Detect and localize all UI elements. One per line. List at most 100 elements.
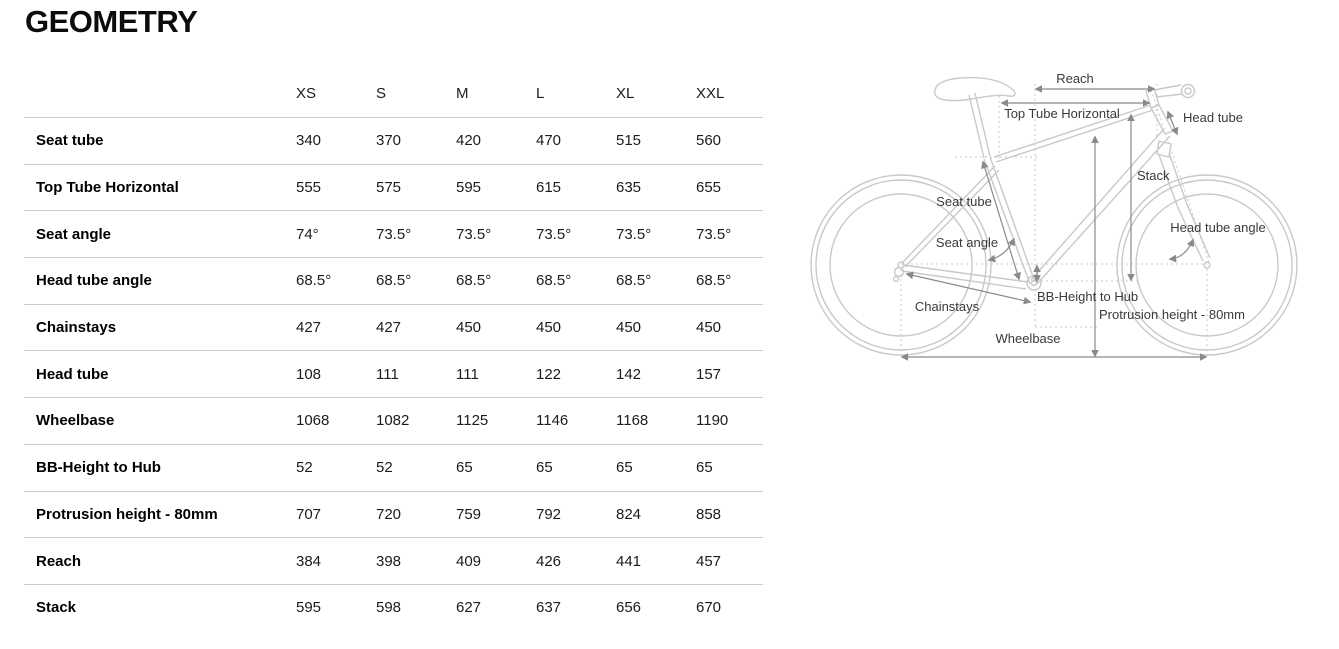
table-row: Chainstays 427 427 450 450 450 450 — [24, 303, 763, 351]
spec-value: 595 — [456, 179, 482, 197]
spec-value: 670 — [696, 599, 722, 617]
table-row: Wheelbase 1068 1082 1125 1146 1168 1190 — [24, 397, 763, 444]
table-header-row: XS S M L XL XXL — [24, 70, 763, 117]
spec-label: Chainstays — [36, 319, 117, 337]
spec-label: Seat angle — [36, 225, 112, 243]
head-tube-arrow — [1166, 110, 1179, 136]
spec-value: 450 — [536, 319, 562, 337]
label-wheelbase: Wheelbase — [995, 331, 1060, 346]
table-row: Stack 595 598 627 637 656 670 — [24, 583, 763, 631]
spec-value: 427 — [296, 319, 322, 337]
spec-value: 68.5° — [456, 272, 492, 290]
table-row: Seat tube 340 370 420 470 515 560 — [24, 117, 763, 164]
spec-value: 560 — [696, 132, 722, 150]
label-head-tube-angle: Head tube angle — [1170, 220, 1265, 235]
fork — [1158, 154, 1204, 262]
label-head-tube: Head tube — [1183, 110, 1243, 125]
spec-value: 1082 — [376, 412, 410, 430]
spec-value: 426 — [536, 552, 562, 570]
table-row: Head tube angle 68.5° 68.5° 68.5° 68.5° 68.5°… — [24, 257, 763, 304]
spec-value: 398 — [376, 552, 402, 570]
size-column-header: XL — [616, 85, 635, 102]
chainstays-arrow — [905, 271, 1032, 305]
spec-value: 409 — [456, 552, 482, 570]
spec-value: 65 — [696, 459, 713, 477]
label-seat-angle: Seat angle — [936, 235, 998, 250]
spec-label: Protrusion height - 80mm — [36, 505, 218, 523]
table-row: Reach 384 398 409 426 441 457 — [24, 537, 763, 584]
spec-value: 65 — [536, 459, 553, 477]
spec-value: 615 — [536, 179, 562, 197]
spec-value: 73.5° — [376, 225, 412, 243]
spec-value: 656 — [616, 599, 642, 617]
label-stack: Stack — [1137, 168, 1170, 183]
geometry-table: XS S M L XL XXL Seat tube 340 370 420 470 515 560 To… — [24, 70, 763, 631]
spec-value: 457 — [696, 552, 722, 570]
spec-label: Reach — [36, 552, 82, 570]
bike-diagram-svg: Reach Top Tube Horizontal Head tube Stac… — [810, 71, 1298, 361]
spec-value: 635 — [616, 179, 642, 197]
spec-value: 858 — [696, 505, 722, 523]
spec-value: 1068 — [296, 412, 330, 430]
size-column-header: S — [376, 85, 387, 102]
table-row: Top Tube Horizontal 555 575 595 615 635 655 — [24, 163, 763, 211]
spec-value: 598 — [376, 599, 402, 617]
seat-angle-arc — [987, 237, 1015, 263]
spec-value: 73.5° — [456, 225, 492, 243]
label-bb-height-to-hub: BB-Height to Hub — [1037, 289, 1138, 304]
spec-label: Stack — [36, 599, 77, 617]
label-reach: Reach — [1056, 71, 1094, 86]
construction-lines — [900, 84, 1210, 357]
size-column-header: XXL — [696, 85, 725, 102]
page-title: GEOMETRY — [25, 4, 198, 39]
table-body: Seat tube 340 370 420 470 515 560 Top Tube Hori… — [24, 117, 763, 631]
dimension-arrows — [900, 85, 1208, 361]
label-chainstays: Chainstays — [915, 299, 980, 314]
spec-label: Wheelbase — [36, 412, 115, 430]
diagram-labels: Reach Top Tube Horizontal Head tube Stac… — [915, 71, 1266, 346]
spec-value: 575 — [376, 179, 402, 197]
table-row: Head tube 108 111 111 122 142 157 — [24, 350, 763, 397]
table-row: Seat angle 74° 73.5° 73.5° 73.5° 73.5° 73.5° — [24, 210, 763, 257]
spec-value: 65 — [616, 459, 633, 477]
saddle — [934, 76, 1016, 102]
spec-value: 68.5° — [296, 272, 332, 290]
spec-value: 441 — [616, 552, 642, 570]
spec-value: 450 — [616, 319, 642, 337]
front-wheel — [1116, 174, 1298, 356]
spec-value: 68.5° — [376, 272, 412, 290]
spec-value: 420 — [456, 132, 482, 150]
spec-value: 370 — [376, 132, 402, 150]
label-seat-tube: Seat tube — [936, 194, 992, 209]
spec-value: 52 — [376, 459, 393, 477]
spec-label: BB-Height to Hub — [36, 459, 161, 477]
spec-value: 470 — [536, 132, 562, 150]
spec-value: 1146 — [536, 412, 569, 430]
spec-value: 384 — [296, 552, 322, 570]
spec-value: 73.5° — [536, 225, 572, 243]
spec-label: Head tube angle — [36, 272, 152, 290]
spec-value: 637 — [536, 599, 562, 617]
spec-value: 1168 — [616, 412, 649, 430]
spec-value: 595 — [296, 599, 322, 617]
spec-label: Top Tube Horizontal — [36, 179, 179, 197]
spec-value: 108 — [296, 365, 322, 383]
head-tube-angle-arc — [1168, 238, 1195, 263]
spec-label: Seat tube — [36, 132, 104, 150]
table-row: BB-Height to Hub 52 52 65 65 65 65 — [24, 443, 763, 491]
spec-value: 515 — [616, 132, 642, 150]
spec-value: 720 — [376, 505, 402, 523]
bike-geometry-diagram: Reach Top Tube Horizontal Head tube Stac… — [799, 50, 1339, 395]
spec-value: 68.5° — [616, 272, 652, 290]
spec-value: 792 — [536, 505, 562, 523]
spec-value: 157 — [696, 365, 722, 383]
spec-value: 65 — [456, 459, 473, 477]
spec-value: 73.5° — [616, 225, 652, 243]
spec-value: 450 — [456, 319, 482, 337]
spec-value: 122 — [536, 365, 562, 383]
handlebar-grip — [1180, 83, 1196, 99]
spec-value: 655 — [696, 179, 722, 197]
spec-value: 68.5° — [536, 272, 572, 290]
size-column-header: M — [456, 85, 469, 102]
spec-value: 707 — [296, 505, 322, 523]
